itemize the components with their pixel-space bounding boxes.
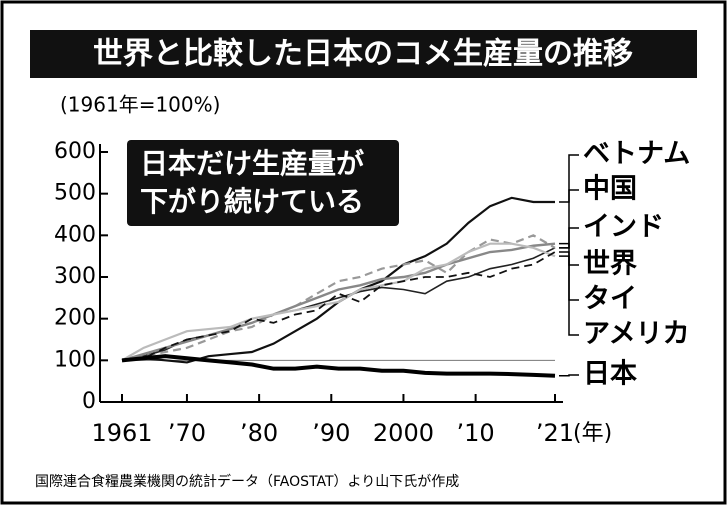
y-tick-label: 200	[54, 306, 96, 331]
x-unit: (年)	[573, 421, 612, 446]
line	[121, 247, 556, 362]
annotation: 日本だけ生産量が	[140, 147, 364, 180]
chart-title: 世界と比較した日本のコメ生産量の推移	[93, 37, 633, 72]
legend-leader	[559, 154, 579, 203]
x-tick-label: ’80	[240, 419, 278, 447]
y-tick-label: 100	[54, 347, 96, 372]
legend-label: 日本	[583, 359, 637, 390]
legend-label: ベトナム	[583, 139, 690, 170]
legend-label: インド	[583, 212, 664, 243]
y-tick-label: 0	[82, 389, 96, 414]
legend-label: 中国	[583, 174, 637, 205]
x-tick-label: ’90	[312, 419, 350, 447]
x-tick-label: 1961	[91, 419, 152, 447]
annotation: 下がり続けている	[140, 185, 364, 218]
x-tick-label: 2000	[373, 419, 434, 447]
legend-leader	[559, 227, 579, 249]
line	[121, 242, 556, 362]
legend-label: 世界	[583, 249, 637, 280]
x-tick-label: ’21	[536, 419, 574, 447]
legend-leader	[559, 251, 579, 336]
y-tick-label: 300	[54, 264, 96, 289]
line	[121, 242, 556, 362]
y-tick-label: 600	[54, 139, 96, 164]
line	[121, 234, 556, 362]
subtitle: (1961年=100%)	[60, 93, 220, 117]
legend-label: アメリカ	[583, 319, 690, 350]
annotation-box	[127, 140, 399, 226]
legend-label: タイ	[583, 284, 637, 315]
title-bar	[30, 30, 697, 78]
x-tick-label: ’70	[168, 419, 206, 447]
legend-leader	[559, 374, 579, 377]
source: 国際連合食糧農業機関の統計データ（FAOSTAT）より山下氏が作成	[35, 473, 459, 490]
y-tick-label: 500	[54, 181, 96, 206]
line	[121, 354, 556, 378]
y-tick-label: 400	[54, 222, 96, 247]
x-tick-label: ’10	[457, 419, 495, 447]
